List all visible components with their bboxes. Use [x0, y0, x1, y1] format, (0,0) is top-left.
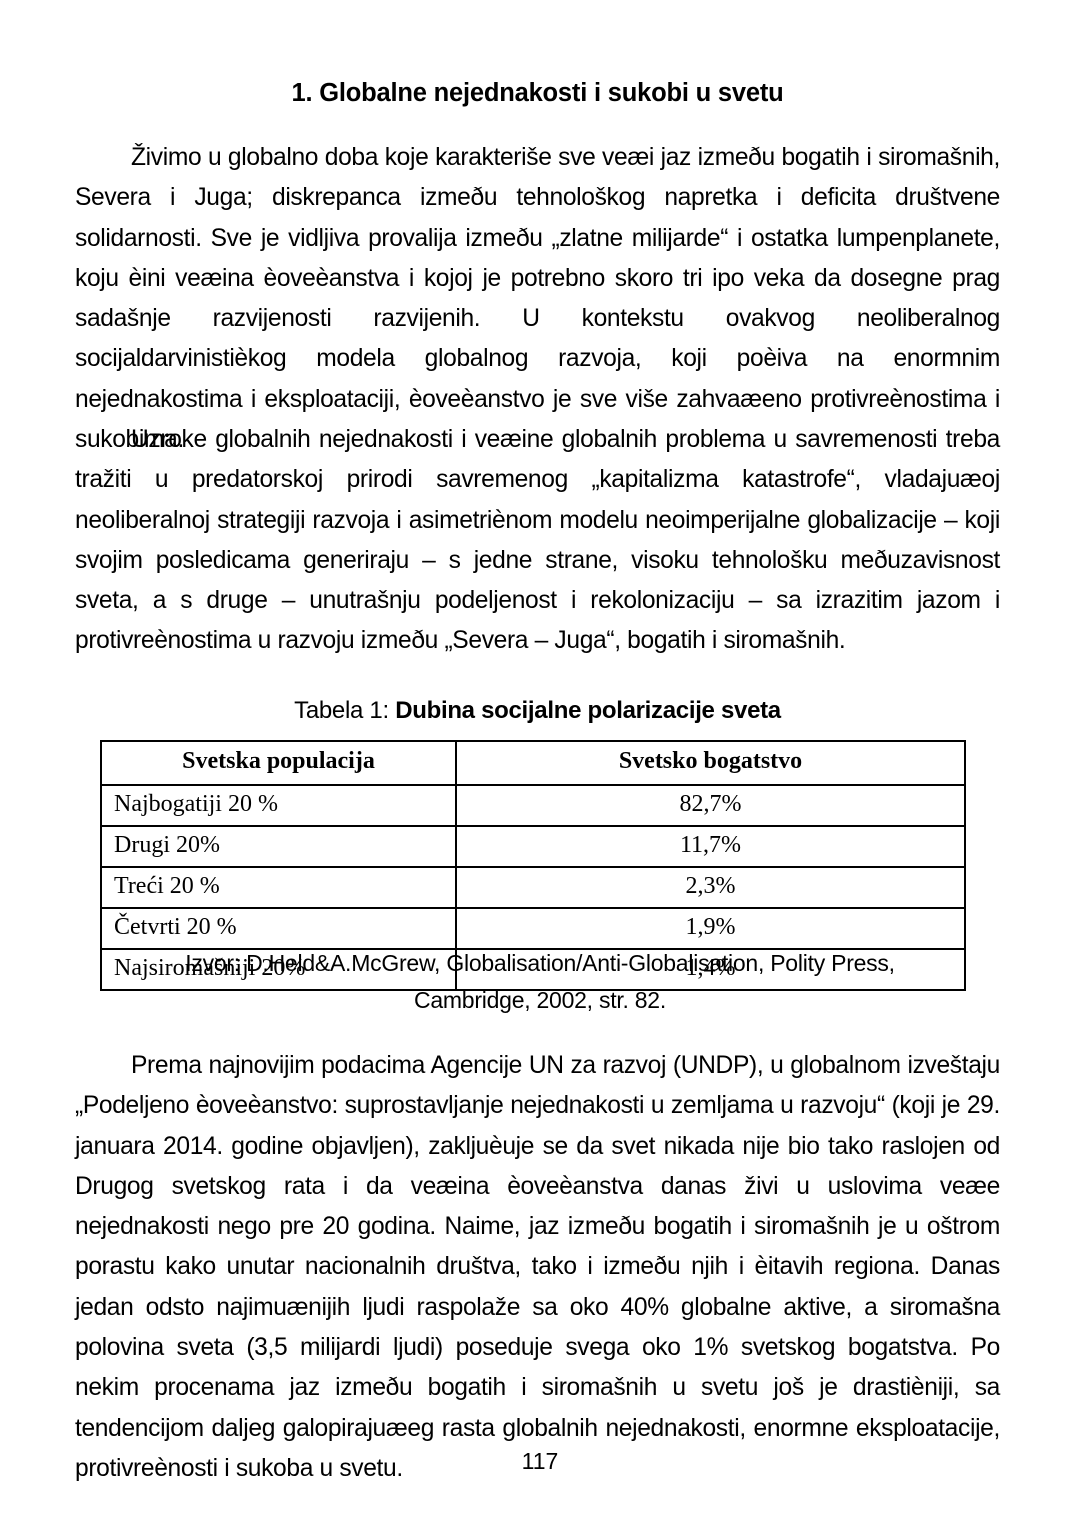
table-row: Najbogatiji 20 % 82,7%: [100, 784, 966, 827]
table-caption-label: Tabela 1:: [294, 697, 396, 724]
table-row: Treći 20 % 2,3%: [100, 866, 966, 909]
cell-wealth: 1,4%: [455, 948, 966, 991]
table-row: Četvrti 20 % 1,9%: [100, 907, 966, 950]
paragraph-intro: Živimo u globalno doba koje karakteriše …: [75, 144, 1000, 454]
source-line-1: Izvor: D.Held&A.McGrew, Globalisation/An…: [185, 950, 895, 976]
table-source-note: Izvor: D.Held&A.McGrew, Globalisation/An…: [130, 945, 950, 1019]
cell-wealth: 11,7%: [455, 825, 966, 868]
cell-population: Drugi 20%: [100, 825, 457, 868]
cell-population: Četvrti 20 %: [100, 907, 457, 950]
table-row: Drugi 20% 11,7%: [100, 825, 966, 868]
cell-wealth: 2,3%: [455, 866, 966, 909]
column-header-population: Svetska populacija: [100, 740, 457, 786]
table-caption: Tabela 1: Dubina socijalne polarizacije …: [75, 697, 1000, 725]
column-header-wealth: Svetsko bogatstvo: [455, 740, 966, 786]
cell-wealth: 82,7%: [455, 784, 966, 827]
paragraph-undp: Prema najnovijim podacima Agencije UN za…: [75, 1052, 1000, 1482]
cell-population: Najsiromašniji 20%: [100, 948, 457, 991]
source-line-2: Cambridge, 2002, str. 82.: [413, 987, 666, 1013]
table-row: Najsiromašniji 20% 1,4%: [100, 948, 966, 991]
table-caption-title: Dubina socijalne polarizacije sveta: [395, 697, 781, 724]
cell-population: Treći 20 %: [100, 866, 457, 909]
page-title: 1. Globalne nejednakosti i sukobi u svet…: [291, 79, 784, 108]
paragraph-causes: Uzroke globalnih nejednakosti i veæine g…: [75, 426, 1000, 655]
table-header-row: Svetska populacija Svetsko bogatstvo: [100, 740, 966, 786]
page-number: 117: [521, 1448, 559, 1474]
cell-population: Najbogatiji 20 %: [100, 784, 457, 827]
cell-wealth: 1,9%: [455, 907, 966, 950]
polarization-table: Svetska populacija Svetsko bogatstvo Naj…: [100, 740, 966, 991]
table-body: Najbogatiji 20 % 82,7% Drugi 20% 11,7% Treći…: [100, 784, 966, 991]
table-head: Svetska populacija Svetsko bogatstvo: [100, 740, 966, 786]
